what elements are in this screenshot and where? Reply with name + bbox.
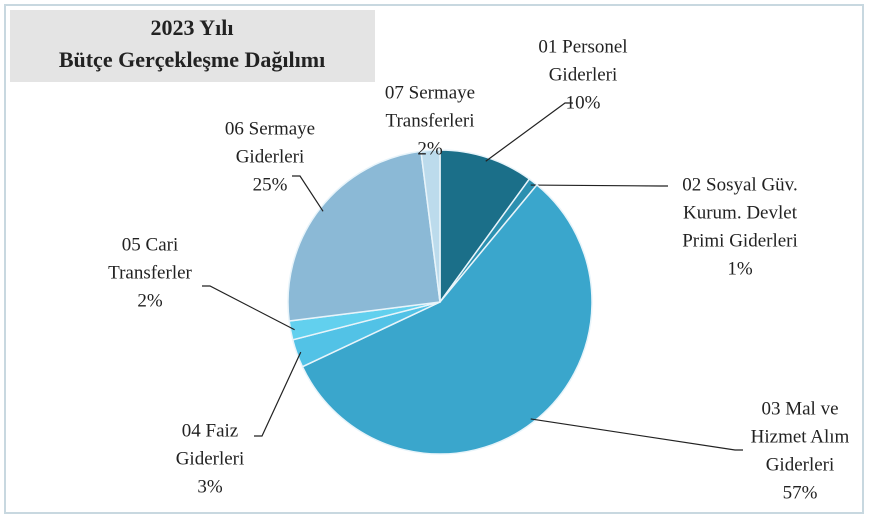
leader-line: [292, 175, 324, 212]
slice-label: Transferleri: [386, 110, 475, 131]
slice-label: Transferler: [108, 262, 192, 283]
slice-label: 03 Mal ve: [761, 398, 838, 419]
title-box: [10, 10, 375, 82]
value-label: 25%: [253, 174, 288, 195]
slice-label: 02 Sosyal Güv.: [682, 174, 797, 195]
slice-label: Giderleri: [176, 448, 245, 469]
value-label: 1%: [727, 258, 753, 279]
leader-line: [202, 285, 295, 331]
pie-slice: [439, 149, 531, 305]
slice-label: Giderleri: [766, 454, 835, 475]
pie-slice: [301, 183, 593, 455]
chart-title: 2023 Yılı: [151, 15, 234, 40]
leader-line: [530, 184, 668, 187]
leader-line: [530, 418, 743, 451]
pie-slice: [420, 149, 441, 303]
slice-label: Primi Giderleri: [682, 230, 798, 251]
value-label: 57%: [783, 482, 818, 503]
leader-line: [485, 102, 573, 162]
value-label: 2%: [417, 138, 443, 159]
pie-slice: [287, 150, 441, 322]
slice-label: 06 Sermaye: [225, 118, 315, 139]
value-label: 10%: [566, 92, 601, 113]
slice-label: Giderleri: [236, 146, 305, 167]
slice-label: Giderleri: [549, 64, 618, 85]
slice-label: 05 Cari: [122, 234, 178, 255]
value-label: 2%: [137, 290, 163, 311]
slice-label: 04 Faiz: [182, 420, 238, 441]
value-label: 3%: [197, 476, 223, 497]
chart-title: Bütçe Gerçekleşme Dağılımı: [59, 47, 325, 72]
leader-line: [254, 351, 302, 437]
slice-label: Hizmet Alım: [751, 426, 850, 447]
slice-label: Kurum. Devlet: [683, 202, 798, 223]
slice-label: 01 Personel: [538, 36, 627, 57]
slice-label: 07 Sermaye: [385, 82, 475, 103]
